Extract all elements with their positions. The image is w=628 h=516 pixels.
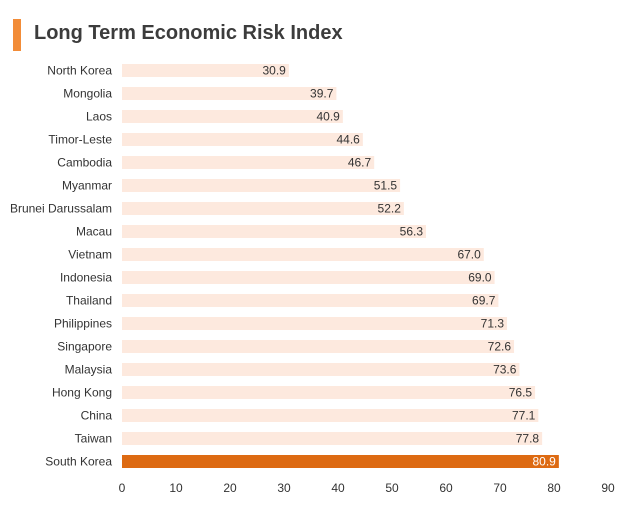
- category-label: North Korea: [47, 64, 112, 78]
- data-label: 30.9: [263, 64, 287, 78]
- category-label: South Korea: [45, 455, 112, 469]
- bar: [122, 248, 484, 261]
- x-tick-label: 50: [385, 481, 399, 495]
- data-label: 77.1: [512, 409, 536, 423]
- bar: [122, 432, 543, 445]
- bar: [122, 133, 363, 146]
- category-label: Taiwan: [75, 432, 112, 446]
- bar: [122, 179, 401, 192]
- category-label: Indonesia: [60, 271, 112, 285]
- category-label: China: [81, 409, 113, 423]
- category-label: Thailand: [66, 294, 112, 308]
- category-label: Mongolia: [63, 87, 112, 101]
- data-label: 67.0: [457, 248, 481, 262]
- x-tick-label: 40: [331, 481, 345, 495]
- data-label: 46.7: [348, 156, 372, 170]
- bar: [122, 363, 520, 376]
- bar: [122, 156, 375, 169]
- category-label: Macau: [76, 225, 112, 239]
- x-tick-label: 70: [493, 481, 507, 495]
- data-label: 77.8: [516, 432, 540, 446]
- data-label: 69.7: [472, 294, 496, 308]
- x-tick-label: 0: [119, 481, 126, 495]
- bar: [122, 271, 495, 284]
- bar: [122, 225, 427, 238]
- category-label: Cambodia: [57, 156, 112, 170]
- category-label: Vietnam: [68, 248, 112, 262]
- category-label: Philippines: [54, 317, 112, 331]
- title-accent-bar: [13, 19, 21, 51]
- x-tick-label: 30: [277, 481, 291, 495]
- chart-title: Long Term Economic Risk Index: [34, 22, 343, 44]
- x-tick-label: 20: [223, 481, 237, 495]
- bar: [122, 409, 539, 422]
- x-tick-label: 10: [169, 481, 183, 495]
- data-label: 44.6: [336, 133, 360, 147]
- x-tick-label: 60: [439, 481, 453, 495]
- x-tick-label: 90: [601, 481, 615, 495]
- data-label: 73.6: [493, 363, 517, 377]
- data-label: 72.6: [488, 340, 512, 354]
- bar: [122, 64, 289, 77]
- bar: [122, 110, 343, 123]
- data-label: 40.9: [317, 110, 341, 124]
- bar: [122, 340, 515, 353]
- data-label: 69.0: [468, 271, 492, 285]
- category-label: Laos: [86, 110, 112, 124]
- data-label: 39.7: [310, 87, 334, 101]
- bar: [122, 317, 508, 330]
- x-tick-label: 80: [547, 481, 561, 495]
- data-label: 52.2: [378, 202, 402, 216]
- category-label: Myanmar: [62, 179, 112, 193]
- category-label: Timor-Leste: [48, 133, 112, 147]
- data-label: 56.3: [400, 225, 424, 239]
- category-label: Malaysia: [65, 363, 113, 377]
- bar: [122, 87, 337, 100]
- data-label: 51.5: [374, 179, 398, 193]
- data-label: 80.9: [533, 455, 557, 469]
- bar: [122, 202, 404, 215]
- bar: [122, 294, 499, 307]
- data-label: 76.5: [509, 386, 533, 400]
- bar: [122, 455, 559, 468]
- bar: [122, 386, 536, 399]
- category-label: Singapore: [57, 340, 112, 354]
- category-label: Brunei Darussalam: [10, 202, 112, 216]
- data-label: 71.3: [481, 317, 505, 331]
- category-label: Hong Kong: [52, 386, 112, 400]
